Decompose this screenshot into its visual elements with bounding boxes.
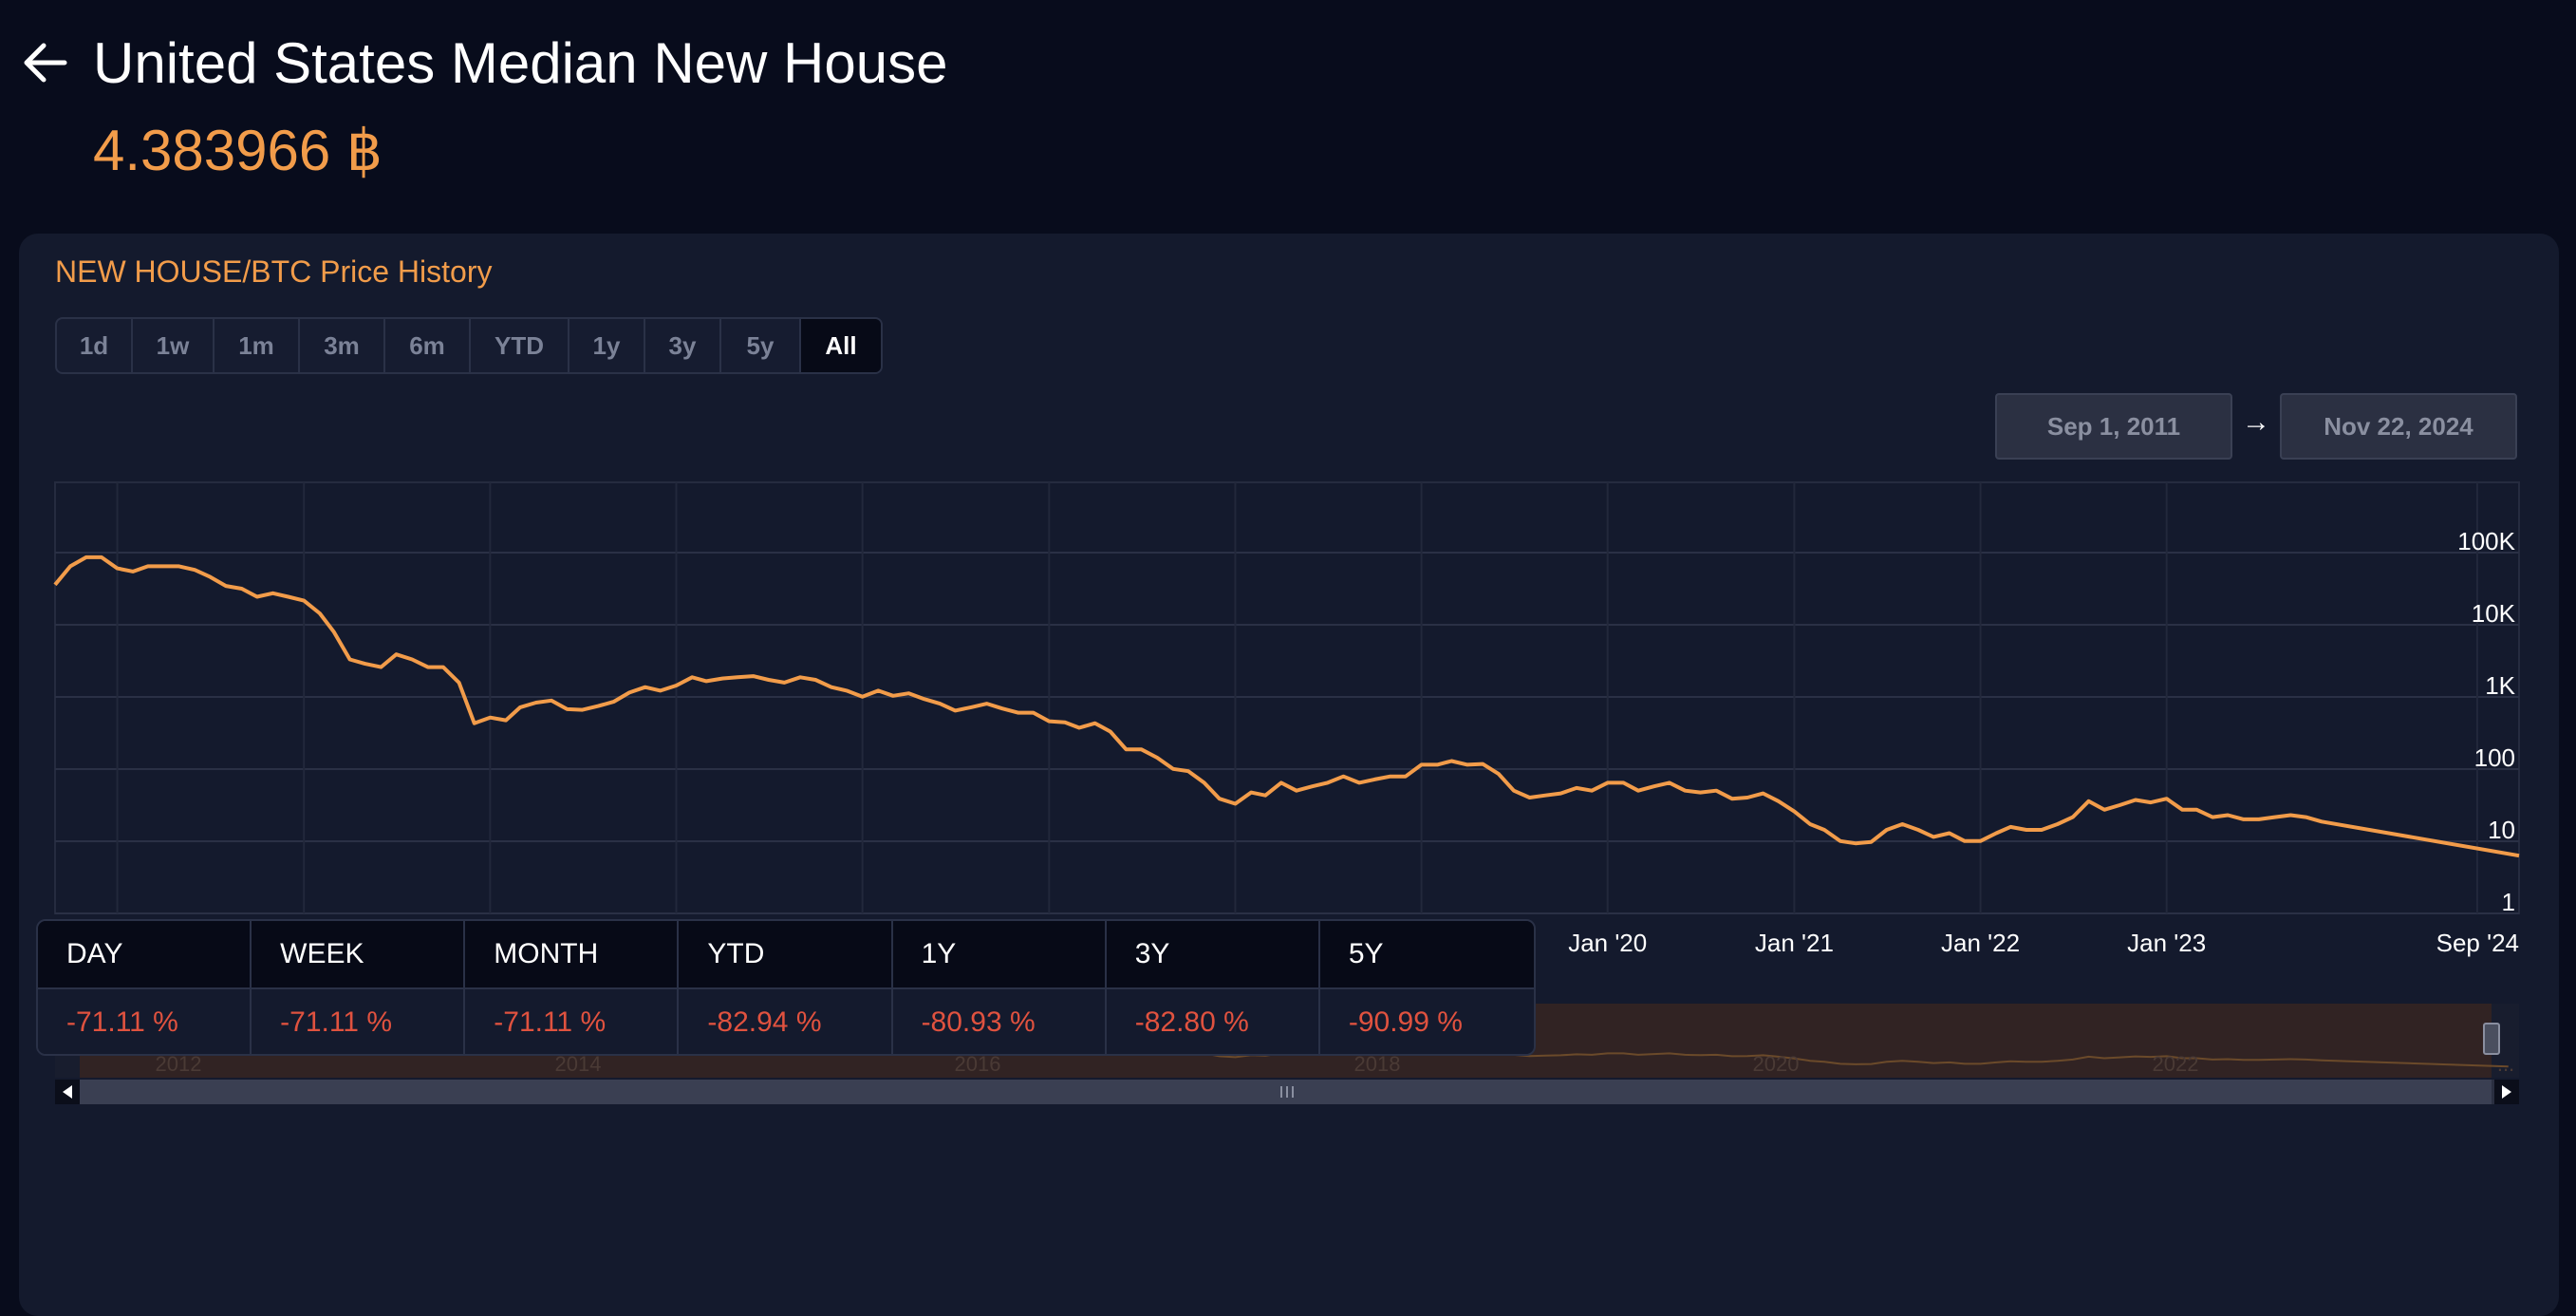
perf-value-3y: -82.80 % <box>1107 987 1320 1056</box>
navigator-year-label: ... <box>2497 1052 2514 1076</box>
perf-header-3y: 3Y <box>1107 921 1320 987</box>
perf-header-1y: 1Y <box>893 921 1107 987</box>
chart-grid <box>55 482 2519 913</box>
navigator-year-label: 2020 <box>1753 1052 1800 1076</box>
perf-value-week: -71.11 % <box>252 987 465 1056</box>
y-tick-label: 1K <box>2485 671 2515 700</box>
y-tick-label: 10 <box>2488 816 2515 844</box>
navigator-year-label: 2022 <box>2153 1052 2199 1076</box>
perf-header-ytd: YTD <box>679 921 892 987</box>
perf-value-5y: -90.99 % <box>1320 987 1534 1056</box>
perf-header-week: WEEK <box>252 921 465 987</box>
x-tick-label: Jan '20 <box>1568 929 1647 957</box>
y-tick-label: 100 <box>2474 743 2515 772</box>
perf-header-month: MONTH <box>465 921 679 987</box>
x-tick-label: Jan '23 <box>2127 929 2206 957</box>
perf-header-day: DAY <box>38 921 252 987</box>
perf-value-month: -71.11 % <box>465 987 679 1056</box>
x-tick-label: Sep '24 <box>2436 929 2519 957</box>
perf-value-1y: -80.93 % <box>893 987 1107 1056</box>
navigator-right-handle[interactable] <box>2484 1024 2499 1054</box>
perf-value-ytd: -82.94 % <box>679 987 892 1056</box>
y-tick-label: 1 <box>2502 888 2515 916</box>
y-tick-label: 100K <box>2457 527 2515 555</box>
y-tick-label: 10K <box>2472 599 2516 628</box>
price-series-line <box>55 557 2519 855</box>
y-axis-ticks: 1 10 100 1K 10K 100K <box>2457 527 2515 916</box>
perf-value-day: -71.11 % <box>38 987 252 1056</box>
x-tick-label: Jan '21 <box>1755 929 1834 957</box>
price-series-points <box>55 557 2519 856</box>
perf-header-5y: 5Y <box>1320 921 1534 987</box>
performance-table: DAY WEEK MONTH YTD 1Y 3Y 5Y -71.11 % -71… <box>36 919 1536 1056</box>
x-tick-label: Jan '22 <box>1941 929 2020 957</box>
navigator-scrollbar-thumb[interactable] <box>80 1080 2492 1104</box>
